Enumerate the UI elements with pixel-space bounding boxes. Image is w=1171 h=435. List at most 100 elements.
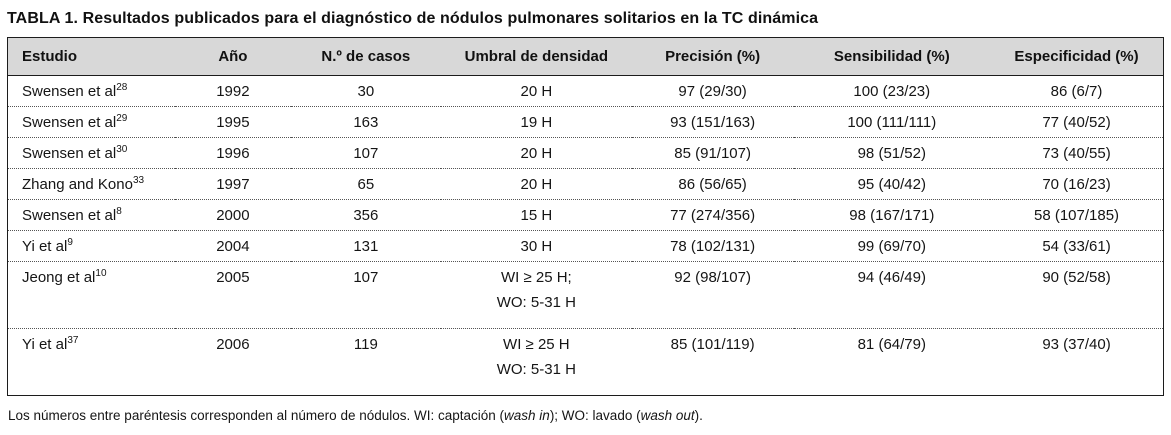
- cell-estudio: Yi et al37: [7, 328, 176, 396]
- cell-casos: 356: [290, 199, 441, 231]
- cell-precision: 77 (274/356): [631, 199, 794, 231]
- cell-estudio: Swensen et al8: [7, 199, 176, 231]
- cell-ano: 1995: [175, 106, 291, 138]
- table-row: Swensen et al28 1992 30 20 H 97 (29/30) …: [8, 76, 1164, 107]
- cell-casos: 107: [290, 137, 441, 169]
- cell-umbral: 15 H: [440, 199, 632, 231]
- cell-sensibilidad: 81 (64/79): [793, 328, 991, 396]
- footnote: Los números entre paréntesis corresponde…: [8, 408, 1164, 423]
- study-name: Swensen et al: [22, 114, 117, 131]
- cell-ano: 2004: [175, 230, 291, 262]
- umbral-line-1: 30 H: [520, 238, 553, 255]
- col-header-sensibilidad: Sensibilidad (%): [793, 37, 991, 76]
- cell-estudio: Jeong et al10: [7, 261, 176, 329]
- cell-casos: 163: [290, 106, 441, 138]
- cell-precision: 92 (98/107): [631, 261, 794, 329]
- umbral-line-1: 19 H: [520, 114, 553, 131]
- cell-precision: 86 (56/65): [631, 168, 794, 200]
- reference-superscript: 33: [132, 175, 145, 186]
- cell-sensibilidad: 100 (111/111): [793, 106, 991, 138]
- table-row: Swensen et al29 1995 163 19 H 93 (151/16…: [7, 106, 1164, 138]
- cell-especificidad: 54 (33/61): [990, 230, 1164, 262]
- cell-estudio: Swensen et al28: [8, 76, 176, 107]
- cell-especificidad: 77 (40/52): [990, 106, 1164, 138]
- study-name: Swensen et al: [22, 207, 117, 224]
- reference-superscript: 28: [116, 82, 128, 93]
- cell-umbral: WI ≥ 25 H WO: 5-31 H: [440, 328, 632, 396]
- study-name: Yi et al: [22, 238, 68, 255]
- reference-superscript: 29: [116, 113, 128, 124]
- col-header-ano: Año: [175, 37, 291, 76]
- results-table: Estudio Año N.º de casos Umbral de densi…: [7, 37, 1164, 396]
- cell-umbral: 20 H: [441, 76, 632, 107]
- cell-precision: 93 (151/163): [631, 106, 794, 138]
- cell-estudio: Swensen et al30: [7, 137, 176, 169]
- col-header-especificidad: Especificidad (%): [990, 37, 1164, 76]
- umbral-line-1: 20 H: [520, 176, 553, 193]
- cell-estudio: Swensen et al29: [7, 106, 176, 138]
- cell-ano: 1996: [175, 137, 291, 169]
- umbral-line-1: 20 H: [520, 83, 553, 100]
- table-title: TABLA 1. Resultados publicados para el d…: [7, 10, 819, 27]
- table-row: Yi et al37 2006 119 WI ≥ 25 H WO: 5-31 H …: [7, 328, 1164, 396]
- footnote-text: ).: [694, 408, 703, 423]
- table-row: Jeong et al10 2005 107 WI ≥ 25 H; WO: 5-3…: [7, 261, 1164, 329]
- cell-estudio: Yi et al9: [7, 230, 176, 262]
- cell-especificidad: 93 (37/40): [990, 328, 1164, 396]
- footnote-italic-wash-out: wash out: [640, 408, 695, 423]
- study-name: Swensen et al: [22, 145, 117, 162]
- reference-superscript: 37: [67, 335, 79, 346]
- header-row: Estudio Año N.º de casos Umbral de densi…: [7, 37, 1164, 76]
- study-name: Zhang and Kono: [22, 176, 133, 193]
- col-header-precision: Precisión (%): [631, 37, 794, 76]
- study-name: Swensen et al: [22, 83, 117, 100]
- cell-sensibilidad: 99 (69/70): [793, 230, 991, 262]
- footnote-text: Los números entre paréntesis corresponde…: [8, 408, 505, 423]
- cell-especificidad: 90 (52/58): [990, 261, 1164, 329]
- cell-ano: 1997: [175, 168, 291, 200]
- cell-ano: 2005: [175, 261, 291, 329]
- cell-casos: 119: [290, 328, 441, 396]
- cell-casos: 65: [290, 168, 441, 200]
- reference-superscript: 30: [116, 144, 128, 155]
- table-row: Zhang and Kono33 1997 65 20 H 86 (56/65)…: [7, 168, 1164, 200]
- col-header-umbral: Umbral de densidad: [440, 37, 632, 76]
- cell-especificidad: 73 (40/55): [990, 137, 1164, 169]
- cell-umbral: 30 H: [440, 230, 632, 262]
- footnote-italic-wash-in: wash in: [504, 408, 550, 423]
- cell-umbral: WI ≥ 25 H; WO: 5-31 H: [440, 261, 632, 329]
- table-row: Swensen et al8 2000 356 15 H 77 (274/356…: [7, 199, 1164, 231]
- reference-superscript: 8: [116, 206, 122, 217]
- cell-especificidad: 70 (16/23): [990, 168, 1164, 200]
- cell-umbral: 19 H: [440, 106, 632, 138]
- cell-sensibilidad: 98 (51/52): [793, 137, 991, 169]
- cell-umbral: 20 H: [440, 137, 632, 169]
- umbral-line-1: WI ≥ 25 H;: [500, 269, 572, 286]
- umbral-line-1: WI ≥ 25 H: [503, 336, 570, 353]
- cell-casos: 131: [290, 230, 441, 262]
- cell-ano: 2000: [175, 199, 291, 231]
- cell-precision: 85 (101/119): [631, 328, 794, 396]
- cell-precision: 85 (91/107): [631, 137, 794, 169]
- col-header-estudio: Estudio: [7, 37, 176, 76]
- umbral-line-1: 20 H: [520, 145, 553, 162]
- cell-sensibilidad: 95 (40/42): [793, 168, 991, 200]
- reference-superscript: 10: [95, 268, 107, 279]
- umbral-line-2: WO: 5-31 H: [496, 294, 576, 311]
- umbral-line-1: 15 H: [520, 207, 553, 224]
- table-row: Swensen et al30 1996 107 20 H 85 (91/107…: [7, 137, 1164, 169]
- cell-estudio: Zhang and Kono33: [7, 168, 176, 200]
- cell-ano: 2006: [175, 328, 291, 396]
- cell-especificidad: 86 (6/7): [1050, 83, 1103, 100]
- reference-superscript: 9: [67, 237, 73, 248]
- cell-umbral: 20 H: [440, 168, 632, 200]
- cell-precision: 78 (102/131): [631, 230, 794, 262]
- cell-sensibilidad: 98 (167/171): [793, 199, 991, 231]
- cell-casos: 30: [357, 83, 375, 100]
- col-header-casos: N.º de casos: [290, 37, 441, 76]
- cell-precision: 97 (29/30): [678, 83, 747, 100]
- umbral-line-2: WO: 5-31 H: [496, 361, 576, 378]
- study-name: Yi et al: [22, 336, 68, 353]
- cell-ano: 1992: [216, 83, 250, 100]
